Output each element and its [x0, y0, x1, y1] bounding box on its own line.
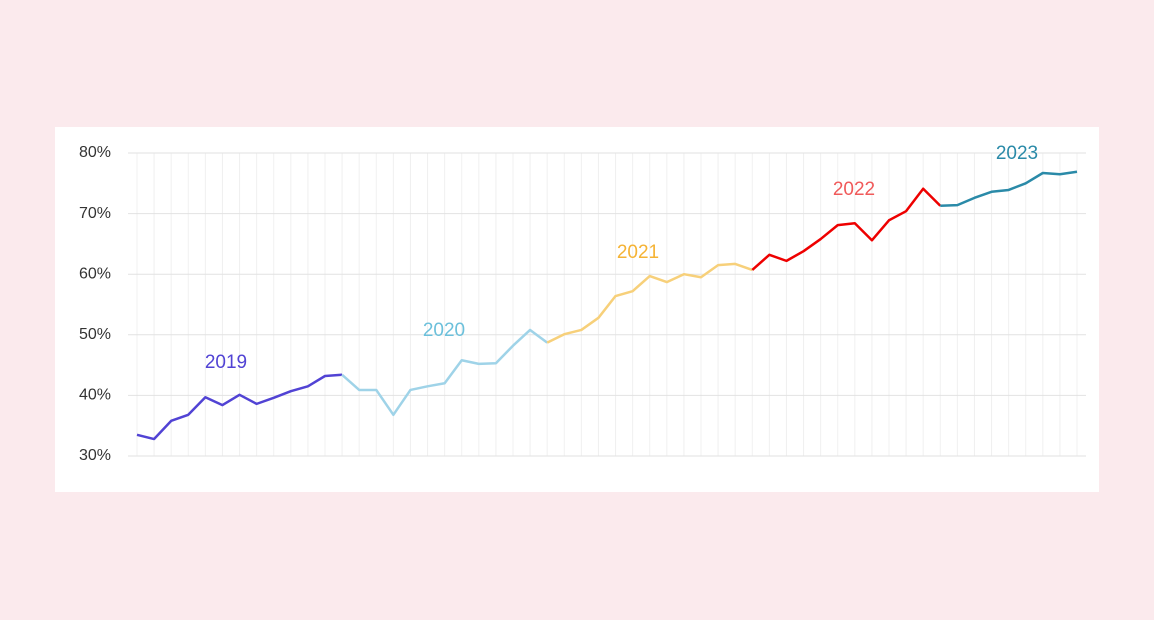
- y-tick-label: 40%: [79, 387, 111, 404]
- series-label: 2021: [617, 242, 659, 263]
- y-tick-label: 50%: [79, 326, 111, 343]
- series-line: [546, 262, 753, 344]
- y-tick-label: 80%: [79, 144, 111, 161]
- series-label: 2020: [423, 320, 465, 341]
- series-line: [751, 187, 942, 271]
- series-label: 2022: [833, 179, 875, 200]
- series-label: 2019: [205, 352, 247, 373]
- series-line: [341, 328, 548, 417]
- y-tick-label: 30%: [79, 447, 111, 464]
- series-line: [940, 170, 1078, 207]
- series-label: 2023: [996, 143, 1038, 164]
- series-line: [136, 373, 343, 441]
- y-tick-label: 70%: [79, 205, 111, 222]
- chart-panel: [55, 127, 1099, 492]
- y-tick-label: 60%: [79, 265, 111, 282]
